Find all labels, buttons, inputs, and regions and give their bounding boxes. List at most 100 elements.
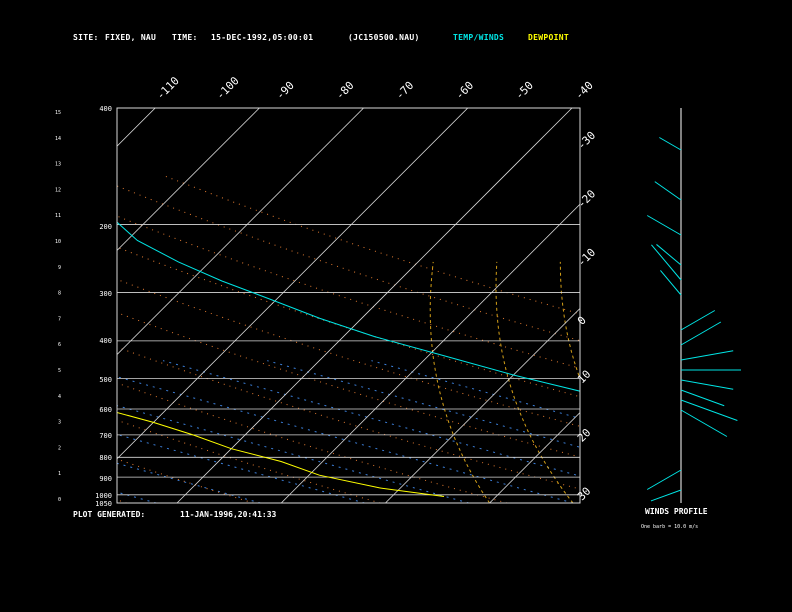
- isotherm-right-label: 0: [575, 314, 589, 328]
- wind-barb: [680, 399, 738, 421]
- height-tick-label: 8: [58, 291, 61, 297]
- isotherm-line: [117, 108, 469, 460]
- height-tick-label: 14: [55, 136, 61, 142]
- pressure-tick-label: 600: [99, 406, 112, 414]
- height-tick-label: 13: [55, 162, 61, 168]
- plot-generated-value: 11-JAN-1996,20:41:33: [180, 510, 277, 519]
- dry-adiabat-line: [164, 175, 580, 315]
- dry-adiabat-line: [117, 215, 580, 369]
- mixing-ratio-line: [117, 405, 469, 503]
- height-tick-label: 3: [58, 420, 61, 426]
- wind-barb: [680, 379, 734, 390]
- wind-barb: [680, 409, 728, 437]
- isotherm-line: [280, 203, 580, 503]
- site-value: FIXED, NAU: [105, 33, 157, 42]
- height-tick-label: 12: [55, 187, 61, 193]
- pressure-tick-label: 200: [99, 223, 112, 231]
- wind-barb: [646, 215, 682, 236]
- moist-adiabat-line: [495, 261, 574, 503]
- mixing-ratio-line: [117, 376, 574, 503]
- height-tick-label: 7: [58, 316, 61, 322]
- isotherm-top-label: -110: [154, 74, 182, 102]
- plot-generated-label: PLOT GENERATED:: [73, 510, 146, 519]
- moist-adiabat-line: [687, 262, 792, 503]
- isotherm-right-label: 10: [575, 368, 594, 387]
- height-tick-label: 10: [55, 239, 61, 245]
- wind-barb: [656, 244, 682, 266]
- mixing-ratio-line: [117, 462, 261, 503]
- isotherm-top-label: -90: [274, 79, 297, 102]
- pressure-tick-label: 900: [99, 475, 112, 483]
- wind-barb: [654, 181, 682, 201]
- pressure-tick-label: 300: [99, 290, 112, 298]
- wind-barb: [680, 321, 722, 346]
- isotherm-top-label: -50: [513, 79, 536, 102]
- moist-adiabat-line: [624, 262, 740, 503]
- pressure-tick-label: 400: [99, 105, 112, 113]
- isotherm-right-label: -20: [575, 187, 598, 210]
- time-value: 15-DEC-1992,05:00:01: [211, 33, 314, 42]
- height-tick-label: 0: [58, 497, 61, 503]
- isotherm-top-label: -80: [333, 79, 356, 102]
- wind-barb: [659, 137, 682, 151]
- height-tick-label: 15: [55, 110, 61, 116]
- wind-barb: [680, 310, 716, 331]
- mixing-ratio-line: [267, 360, 580, 448]
- height-tick-label: 2: [58, 445, 61, 451]
- height-tick-label: 1: [58, 471, 61, 477]
- plot-area: [0, 108, 792, 503]
- height-tick-label: 11: [55, 213, 61, 219]
- wind-profile-scale-note: One barb = 10.0 m/s: [641, 524, 698, 530]
- isotherm-line: [117, 108, 260, 251]
- height-tick-label: 6: [58, 342, 61, 348]
- isotherm-line: [489, 412, 580, 503]
- pressure-tick-label: 1050: [95, 500, 112, 508]
- wind-barb: [651, 244, 682, 281]
- moist-adiabat-line: [559, 261, 580, 381]
- pressure-tick-label: 700: [99, 432, 112, 440]
- legend-temp-winds: TEMP/WINDS: [453, 33, 505, 42]
- pressure-tick-label: 400: [99, 337, 112, 345]
- dry-adiabat-line: [117, 458, 254, 503]
- moist-adiabat-line: [751, 262, 792, 503]
- isotherm-line: [117, 108, 364, 356]
- isotherm-right-label: 20: [575, 426, 594, 445]
- wind-barb: [680, 350, 734, 361]
- isotherm-line: [385, 307, 580, 503]
- dewpoint-profile-line: [117, 411, 445, 497]
- isotherm-top-label: -70: [393, 79, 416, 102]
- site-label: SITE:: [73, 33, 99, 42]
- file-name: (JC150500.NAU): [348, 33, 420, 42]
- isotherm-line: [176, 108, 573, 503]
- moist-adiabat-line: [429, 261, 491, 503]
- wind-barb: [646, 469, 682, 490]
- mixing-ratio-line: [0, 361, 52, 503]
- dry-adiabat-line: [117, 312, 580, 458]
- isotherm-line: [698, 108, 792, 503]
- isotherm-right-label: -10: [575, 246, 598, 269]
- wind-profile-title: WINDS PROFILE: [645, 507, 708, 516]
- height-tick-label: 5: [58, 368, 61, 374]
- isotherm-line: [0, 108, 51, 503]
- mixing-ratio-line: [117, 491, 157, 503]
- height-tick-label: 9: [58, 265, 61, 271]
- dry-adiabat-line: [117, 419, 381, 503]
- dry-adiabat-line: [117, 185, 580, 342]
- isotherm-top-label: -40: [573, 79, 596, 102]
- mixing-ratio-line: [162, 360, 580, 477]
- pressure-tick-label: 800: [99, 454, 112, 462]
- temperature-profile-line: [117, 221, 580, 392]
- isotherm-line: [594, 108, 792, 503]
- pressure-tick-label: 1000: [95, 492, 112, 500]
- isotherm-right-label: -30: [575, 129, 598, 152]
- isotherm-right-label: 30: [575, 485, 594, 504]
- isotherm-top-label: -100: [214, 74, 242, 102]
- legend-dewpoint: DEWPOINT: [528, 33, 569, 42]
- wind-barb: [660, 270, 682, 296]
- pressure-tick-label: 500: [99, 376, 112, 384]
- height-tick-label: 4: [58, 394, 61, 400]
- wind-barb: [650, 489, 682, 502]
- plot-frame: [116, 107, 581, 504]
- time-label: TIME:: [172, 33, 198, 42]
